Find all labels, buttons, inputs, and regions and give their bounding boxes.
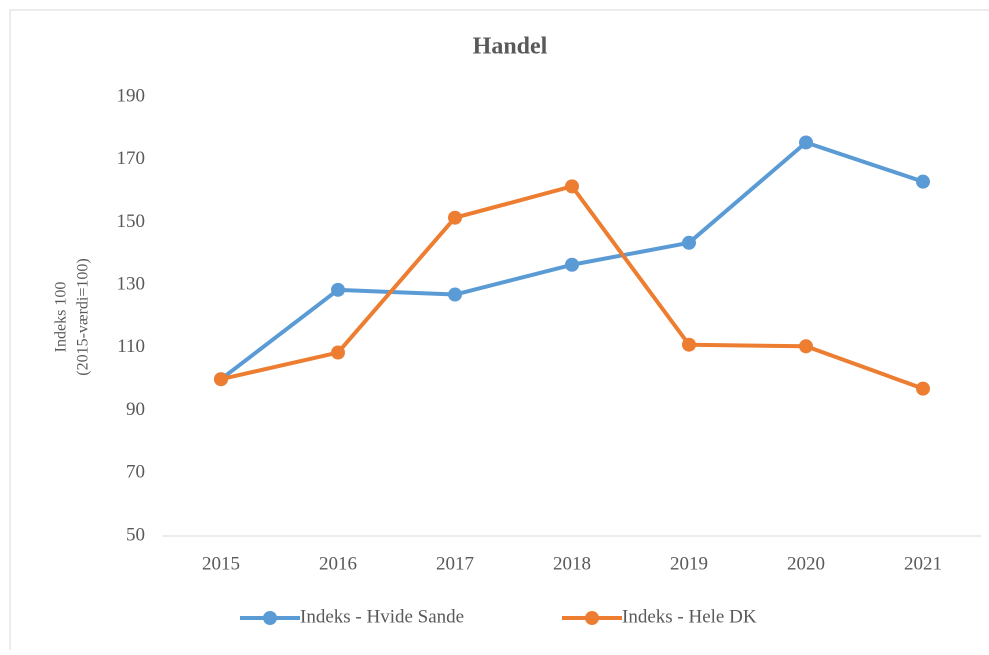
data-point xyxy=(565,257,579,272)
y-tick-label: 50 xyxy=(126,524,145,545)
data-point xyxy=(916,381,930,396)
x-tick-label: 2017 xyxy=(436,553,474,574)
data-point xyxy=(799,339,813,354)
y-tick-label: 70 xyxy=(126,462,145,483)
data-point xyxy=(214,372,228,387)
y-tick-label: 150 xyxy=(117,211,146,232)
y-tick-label: 130 xyxy=(117,274,146,295)
legend-label: Indeks - Hele DK xyxy=(622,606,757,627)
x-tick-label: 2018 xyxy=(553,553,591,574)
data-point xyxy=(565,179,579,194)
y-tick-label: 110 xyxy=(117,336,145,357)
y-tick-label: 170 xyxy=(117,148,146,169)
chart-title: Handel xyxy=(473,34,548,60)
data-point xyxy=(682,337,696,352)
x-tick-label: 2015 xyxy=(202,553,240,574)
chart-frame xyxy=(9,9,989,655)
y-tick-label: 90 xyxy=(126,399,145,420)
y-axis-title: (2015-værdi=100) xyxy=(75,258,92,375)
data-point xyxy=(799,135,813,150)
x-tick-label: 2021 xyxy=(904,553,942,574)
legend-marker xyxy=(585,611,599,625)
legend-marker xyxy=(263,611,277,625)
data-point xyxy=(448,287,462,302)
data-point xyxy=(448,210,462,225)
x-tick-label: 2019 xyxy=(670,553,708,574)
y-tick-label: 190 xyxy=(117,85,146,106)
data-point xyxy=(331,345,345,360)
x-tick-label: 2020 xyxy=(787,553,825,574)
x-tick-label: 2016 xyxy=(319,553,357,574)
data-point xyxy=(916,174,930,189)
data-point xyxy=(682,235,696,250)
data-point xyxy=(331,282,345,297)
y-axis-title: Indeks 100 xyxy=(53,282,70,353)
legend-label: Indeks - Hvide Sande xyxy=(300,606,464,627)
